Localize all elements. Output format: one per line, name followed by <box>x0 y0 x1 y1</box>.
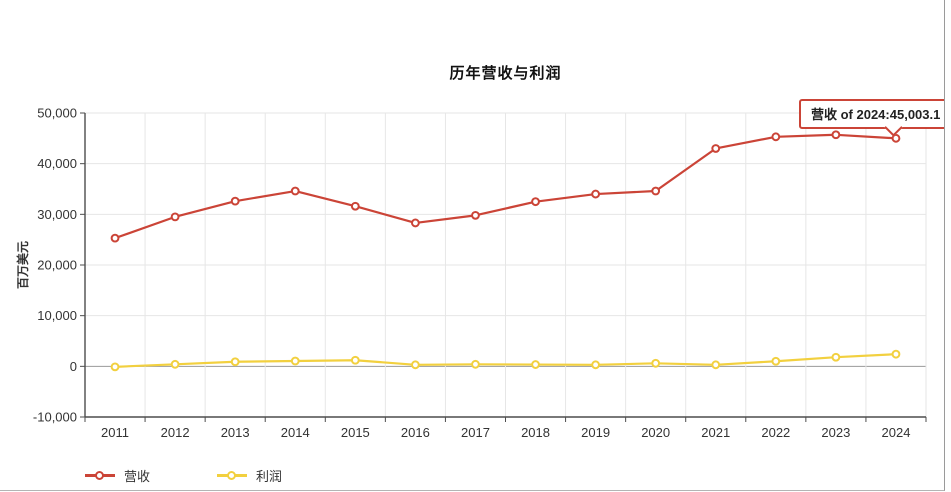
y-tick-label: 30,000 <box>37 207 77 222</box>
data-point-营收-2020[interactable] <box>651 186 661 196</box>
data-point-营收-2014[interactable] <box>290 186 300 196</box>
series-line-利润 <box>114 353 897 368</box>
series-利润 <box>110 349 901 372</box>
y-tick-label: 50,000 <box>37 106 77 121</box>
data-point-利润-2021[interactable] <box>711 360 721 370</box>
data-point-营收-2022[interactable] <box>771 132 781 142</box>
x-tick-label: 2021 <box>701 425 730 440</box>
data-point-利润-2014[interactable] <box>290 356 300 366</box>
y-grid-and-labels: -10,000 0 10,000 20,000 30,000 40,000 50,000 <box>33 106 926 425</box>
x-tick-label: 2012 <box>161 425 190 440</box>
revenue-legend-marker-icon <box>85 471 115 480</box>
data-point-利润-2015[interactable] <box>350 355 360 365</box>
x-tick-label: 2017 <box>461 425 490 440</box>
y-tick-label: -10,000 <box>33 410 77 425</box>
data-point-营收-2023[interactable] <box>831 130 841 140</box>
y-tick-label: 0 <box>70 359 77 374</box>
x-tick-label: 2020 <box>641 425 670 440</box>
data-point-营收-2019[interactable] <box>591 189 601 199</box>
data-point-利润-2011[interactable] <box>110 362 120 372</box>
data-point-营收-2021[interactable] <box>711 144 721 153</box>
x-tick-label: 2016 <box>401 425 430 440</box>
data-point-利润-2019[interactable] <box>591 360 601 370</box>
x-grid-and-labels: 2011 2012 2013 2014 2015 2016 2017 2018 2019 2020… <box>84 113 927 440</box>
data-point-利润-2012[interactable] <box>170 359 180 369</box>
data-point-营收-2011[interactable] <box>110 233 120 243</box>
data-point-营收-2024[interactable] <box>891 133 901 143</box>
x-tick-label: 2015 <box>341 425 370 440</box>
data-point-营收-2013[interactable] <box>230 196 240 206</box>
tooltip: 营收 of 2024:45,003.1 <box>799 99 944 137</box>
legend-label-profit: 利润 <box>256 469 283 484</box>
series-营收 <box>110 130 901 243</box>
data-point-利润-2017[interactable] <box>471 359 480 369</box>
legend-item-profit[interactable]: 利润 <box>217 466 282 485</box>
data-point-利润-2016[interactable] <box>410 360 420 370</box>
series-line-营收 <box>114 133 897 240</box>
data-point-营收-2016[interactable] <box>410 218 420 228</box>
data-point-利润-2022[interactable] <box>771 356 781 366</box>
data-point-营收-2018[interactable] <box>531 197 540 207</box>
x-tick-label: 2023 <box>821 425 850 440</box>
data-point-利润-2013[interactable] <box>230 357 240 367</box>
data-point-利润-2018[interactable] <box>531 360 540 369</box>
y-tick-label: 40,000 <box>37 156 77 171</box>
data-point-利润-2024[interactable] <box>891 349 901 359</box>
chart-title: 历年营收与利润 <box>449 65 562 82</box>
data-point-利润-2020[interactable] <box>651 358 661 368</box>
data-point-营收-2015[interactable] <box>350 201 360 211</box>
x-tick-label: 2018 <box>521 425 550 440</box>
x-tick-label: 2024 <box>882 425 911 440</box>
data-point-利润-2023[interactable] <box>831 352 841 362</box>
y-tick-label: 10,000 <box>37 308 77 323</box>
x-tick-label: 2014 <box>281 425 310 440</box>
data-point-营收-2012[interactable] <box>170 212 180 222</box>
y-tick-label: 20,000 <box>37 258 77 273</box>
data-point-营收-2017[interactable] <box>471 210 480 220</box>
x-tick-label: 2011 <box>101 425 129 440</box>
x-tick-label: 2022 <box>761 425 790 440</box>
x-tick-label: 2019 <box>581 425 610 440</box>
profit-legend-marker-icon <box>217 471 248 480</box>
tooltip-text: 营收 of 2024:45,003.1 <box>811 107 941 122</box>
legend: 营收 利润 <box>85 466 282 485</box>
legend-item-revenue[interactable]: 营收 <box>85 466 150 485</box>
legend-label-revenue: 营收 <box>124 469 151 484</box>
x-tick-label: 2013 <box>221 425 250 440</box>
